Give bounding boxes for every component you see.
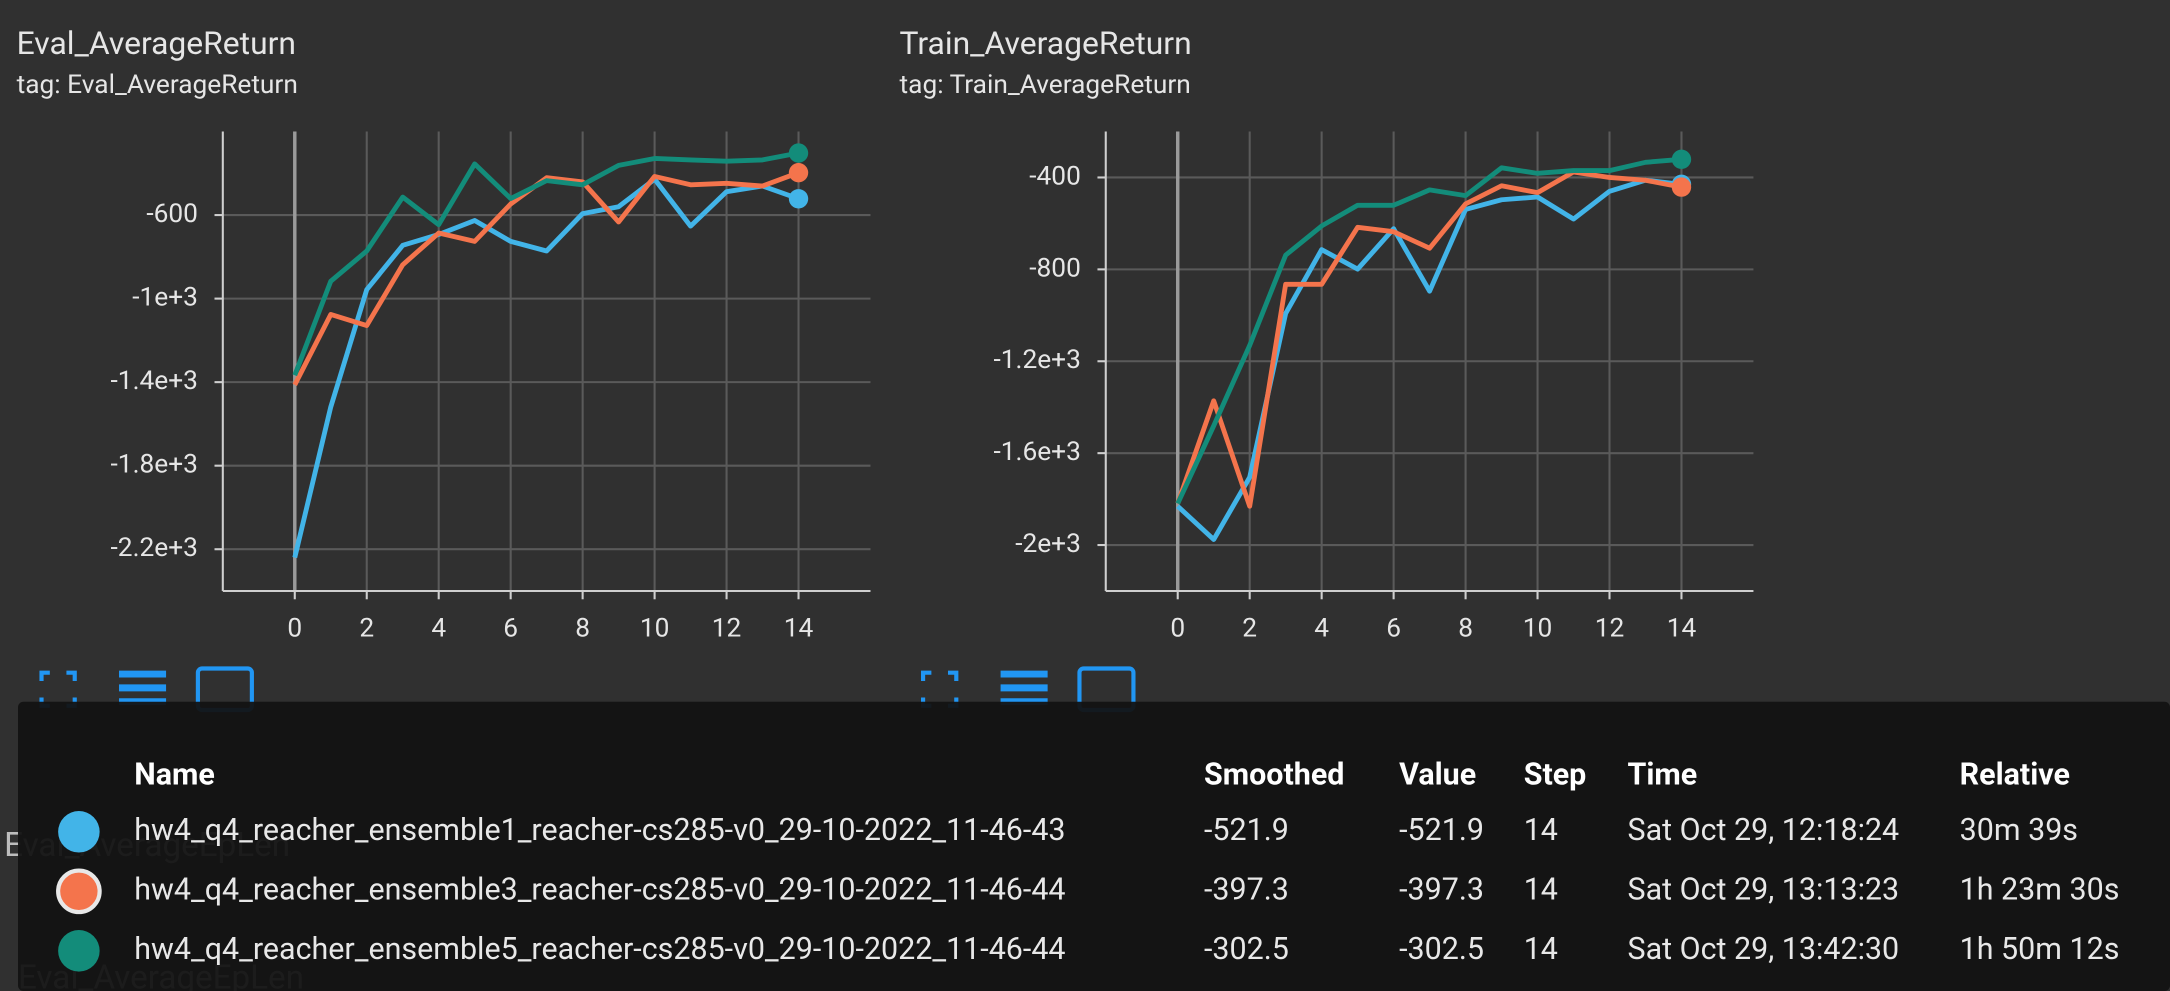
last-point — [1671, 177, 1692, 197]
series-line — [292, 170, 800, 386]
run-table: Name Smoothed Value Step Time Relative hw4_q4_… — [56, 757, 2120, 972]
y-tick-label: -400 — [1029, 161, 1081, 191]
table-header: Time — [1628, 757, 1698, 792]
table-cell: 14 — [1524, 813, 1558, 848]
x-tick-label: 12 — [1595, 614, 1625, 644]
table-header: Smoothed — [1204, 757, 1344, 792]
table-cell: -521.9 — [1204, 813, 1289, 848]
x-tick-label: 8 — [575, 614, 590, 644]
table-cell: hw4_q4_reacher_ensemble1_reacher-cs285-v… — [134, 813, 1065, 848]
table-cell: Sat Oct 29, 13:13:23 — [1628, 872, 1900, 907]
x-tick-label: 14 — [1667, 614, 1697, 644]
last-point — [788, 162, 809, 183]
y-tick-label: -800 — [1029, 253, 1081, 283]
fullscreen-icon[interactable] — [39, 670, 77, 708]
y-tick-label: -1.6e+3 — [993, 437, 1080, 467]
y-tick-label: -1.2e+3 — [993, 345, 1080, 375]
fullscreen-icon[interactable] — [921, 670, 959, 708]
run-color — [58, 811, 100, 853]
x-tick-label: 2 — [1242, 614, 1257, 644]
table-cell: hw4_q4_reacher_ensemble3_reacher-cs285-v… — [134, 872, 1065, 907]
x-tick-label: 2 — [359, 614, 374, 644]
x-tick-label: 0 — [287, 614, 302, 644]
table-header: Step — [1524, 757, 1587, 792]
x-tick-label: 4 — [431, 614, 446, 644]
y-tick-label: -1e+3 — [132, 283, 198, 313]
x-tick-label: 10 — [1523, 614, 1553, 644]
y-tick-label: -1.8e+3 — [111, 450, 198, 480]
x-tick-label: 6 — [503, 614, 518, 644]
table-cell: -302.5 — [1399, 932, 1484, 967]
table-cell: hw4_q4_reacher_ensemble5_reacher-cs285-v… — [134, 932, 1065, 967]
chart-subtitle: tag: Eval_AverageReturn — [17, 70, 298, 100]
run-color — [56, 868, 102, 915]
last-point — [788, 189, 809, 209]
y-tick-label: -1.4e+3 — [111, 366, 198, 396]
chart-title: Train_AverageReturn — [900, 24, 1192, 62]
y-tick-label: -2e+3 — [1015, 529, 1081, 559]
x-tick-label: 8 — [1458, 614, 1473, 644]
table-header: Value — [1399, 757, 1476, 792]
x-tick-label: 10 — [640, 614, 670, 644]
chart-title: Eval_AverageReturn — [17, 24, 296, 62]
x-tick-label: 6 — [1386, 614, 1401, 644]
y-tick-label: -2.2e+3 — [111, 533, 198, 563]
y-tick-label: -600 — [146, 199, 198, 229]
table-cell: 14 — [1524, 932, 1558, 967]
table-cell: -521.9 — [1399, 813, 1484, 848]
table-cell: Sat Oct 29, 12:18:24 — [1628, 813, 1900, 848]
table-header: Name — [134, 757, 215, 792]
series-line — [1175, 156, 1682, 505]
table-cell: 30m 39s — [1960, 813, 2078, 848]
x-tick-label: 4 — [1314, 614, 1329, 644]
tooltip-panel — [17, 701, 2170, 991]
x-tick-label: 0 — [1170, 614, 1185, 644]
series-line — [1175, 169, 1682, 509]
x-tick-label: 14 — [784, 614, 814, 644]
table-cell: Sat Oct 29, 13:42:30 — [1628, 932, 1900, 967]
x-tick-label: 12 — [712, 614, 742, 644]
last-point — [788, 143, 809, 163]
series-line — [292, 150, 799, 377]
table-cell: -397.3 — [1399, 872, 1484, 907]
table-cell: -397.3 — [1204, 872, 1289, 907]
table-cell: 1h 23m 30s — [1960, 872, 2120, 907]
last-point — [1671, 149, 1692, 170]
run-color — [58, 930, 100, 972]
table-cell: -302.5 — [1204, 932, 1289, 967]
table-header: Relative — [1960, 757, 2070, 792]
chart-subtitle: tag: Train_AverageReturn — [900, 70, 1191, 100]
table-cell: 14 — [1524, 872, 1558, 907]
table-cell: 1h 50m 12s — [1960, 932, 2120, 967]
series-line — [292, 176, 800, 559]
